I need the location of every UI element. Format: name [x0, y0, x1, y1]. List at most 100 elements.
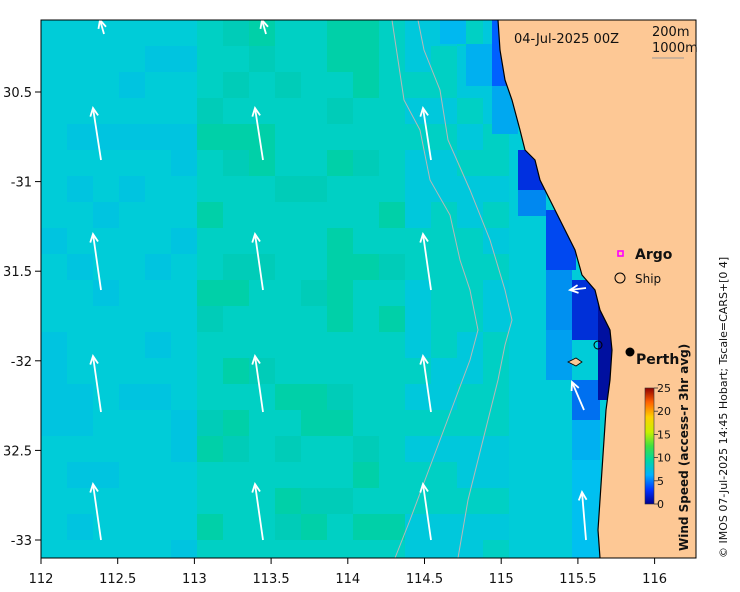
wind-cell — [327, 98, 353, 124]
wind-cell — [145, 540, 171, 558]
wind-cell — [275, 20, 301, 46]
colorbar-ticks: 25 20 15 10 5 0 — [654, 382, 671, 511]
wind-cell — [379, 46, 405, 72]
wind-cell — [249, 72, 275, 98]
wind-cell — [353, 46, 379, 72]
wind-cell — [145, 98, 171, 124]
wind-cell — [431, 228, 457, 254]
x-tick-label: 115.5 — [559, 572, 596, 587]
wind-cell — [171, 254, 197, 280]
wind-cell — [171, 488, 197, 514]
wind-cell — [457, 202, 483, 228]
wind-cell — [41, 202, 67, 228]
wind-arrow — [89, 481, 102, 541]
wind-cell — [327, 202, 353, 228]
wind-cell — [197, 202, 223, 228]
wind-cell — [431, 280, 457, 306]
ship-legend-icon — [614, 272, 626, 284]
wind-cell — [275, 540, 301, 558]
perth-marker[interactable] — [625, 347, 635, 357]
wind-cell — [327, 72, 353, 98]
wind-cell — [223, 72, 249, 98]
wind-cell — [483, 540, 509, 558]
wind-cell — [379, 176, 405, 202]
wind-cell — [457, 150, 483, 176]
wind-cell — [41, 358, 67, 384]
wind-cell — [93, 332, 119, 358]
wind-cell — [119, 98, 145, 124]
wind-cell — [119, 46, 145, 72]
isobath-200m — [417, 20, 513, 558]
wind-cell — [353, 98, 379, 124]
wind-cell — [145, 72, 171, 98]
wind-cell — [223, 20, 249, 46]
wind-cell — [275, 72, 301, 98]
wind-cell — [405, 202, 431, 228]
wind-cell — [483, 358, 509, 384]
wind-cell — [353, 306, 379, 332]
y-tick-label: -31 — [11, 176, 32, 191]
wind-cell — [119, 254, 145, 280]
wind-cell — [41, 20, 67, 46]
wind-cell — [301, 384, 327, 410]
y-tick-label: 30.5 — [3, 86, 32, 101]
wind-cell — [41, 254, 67, 280]
wind-cell — [275, 150, 301, 176]
wind-cell — [41, 46, 67, 72]
wind-cell — [249, 410, 275, 436]
wind-cell — [67, 462, 93, 488]
wind-arrow — [89, 231, 102, 291]
wind-cell — [275, 306, 301, 332]
x-tick-label: 112 — [29, 572, 54, 587]
wind-cell — [353, 384, 379, 410]
wind-cell — [353, 254, 379, 280]
wind-cell — [197, 358, 223, 384]
wind-cell — [301, 46, 327, 72]
wind-cell — [223, 254, 249, 280]
wind-cell — [301, 462, 327, 488]
credit-text: © IMOS 07-Jul-2025 14:45 Hobart; Tscale=… — [717, 257, 730, 558]
wind-cell — [171, 436, 197, 462]
wind-cell — [93, 202, 119, 228]
wind-arrow — [97, 20, 107, 35]
wind-cell — [93, 72, 119, 98]
wind-cell — [353, 488, 379, 514]
wind-cell — [249, 306, 275, 332]
wind-cell — [431, 436, 457, 462]
wind-cell — [171, 228, 197, 254]
wind-cell — [197, 176, 223, 202]
wind-cell — [197, 124, 223, 150]
wind-cell — [275, 514, 301, 540]
wind-cell — [67, 20, 93, 46]
wind-cell — [41, 228, 67, 254]
wind-cell — [93, 462, 119, 488]
wind-cell — [223, 540, 249, 558]
wind-cell — [275, 202, 301, 228]
wind-cell — [223, 176, 249, 202]
wind-cell — [145, 254, 171, 280]
wind-cell — [301, 124, 327, 150]
x-tick-label: 113.5 — [252, 572, 289, 587]
wind-cell — [327, 462, 353, 488]
wind-cell — [301, 72, 327, 98]
wind-cell — [275, 332, 301, 358]
wind-cell — [301, 20, 327, 46]
wind-cell — [93, 436, 119, 462]
wind-cell — [67, 176, 93, 202]
wind-cell — [249, 202, 275, 228]
colorbar-title: Wind Speed (access-r 3hr avg) — [677, 344, 691, 551]
x-tick-label: 116 — [642, 572, 667, 587]
wind-cell — [301, 98, 327, 124]
wind-cell — [301, 176, 327, 202]
coastline — [497, 20, 613, 558]
plot-area — [41, 20, 696, 558]
wind-cell — [327, 228, 353, 254]
wind-cell — [301, 488, 327, 514]
wind-cell — [379, 72, 405, 98]
wind-arrow — [251, 105, 264, 161]
ship-position-marker[interactable] — [593, 340, 603, 350]
isobath-label-200m: 200m — [652, 25, 689, 40]
wind-cell — [457, 436, 483, 462]
wind-arrow — [570, 380, 585, 411]
